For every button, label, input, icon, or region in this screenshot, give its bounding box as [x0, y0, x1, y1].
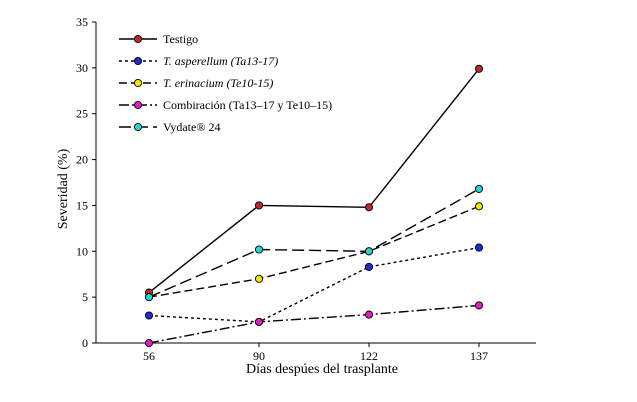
data-point	[144, 311, 154, 320]
series-lines	[148, 68, 480, 344]
data-point	[254, 317, 264, 326]
legend-marker-3	[133, 78, 143, 88]
legend-label-3: T. erinacium (Te10-15)	[163, 76, 273, 90]
legend-label-4: Combiración (Ta13–17 y Te10–15)	[163, 98, 332, 112]
data-point	[364, 310, 374, 319]
data-point	[474, 202, 484, 211]
legend: Testigo T. asperellum (Ta13-17) T. erinaci…	[119, 32, 332, 134]
x-axis-title: Días despúes del trasplante	[246, 362, 398, 377]
data-point	[474, 184, 484, 193]
x-tick-label: 56	[143, 349, 155, 363]
legend-marker-1	[133, 34, 143, 44]
y-tick-label: 20	[76, 153, 88, 167]
x-tick-label: 137	[470, 349, 488, 363]
y-tick-label: 15	[76, 198, 88, 212]
legend-label-1: Testigo	[163, 32, 198, 46]
data-point	[474, 243, 484, 252]
y-axis-title: Severidad (%)	[56, 148, 71, 229]
data-point	[254, 245, 264, 254]
legend-marker-4	[133, 100, 143, 110]
data-point	[144, 293, 154, 302]
x-tick-label: 122	[360, 349, 378, 363]
series-line-3	[148, 205, 480, 298]
data-point	[254, 274, 264, 283]
series-line-5	[148, 188, 480, 298]
y-tick-label: 0	[82, 336, 88, 350]
legend-marker-2	[133, 56, 143, 66]
y-tick-label: 30	[76, 61, 88, 75]
data-point	[144, 338, 154, 348]
data-point	[364, 262, 374, 271]
y-tick-label: 25	[76, 107, 88, 121]
y-tick-label: 35	[76, 15, 88, 29]
y-axis-ticks: 0 5 10 15 20 25 30 35	[76, 15, 96, 350]
x-axis-ticks: 56 90 122 137	[143, 343, 488, 363]
series-markers	[144, 64, 484, 348]
legend-label-2: T. asperellum (Ta13-17)	[163, 54, 278, 68]
series-line-2	[148, 246, 480, 323]
series-line-1	[148, 68, 480, 294]
data-point	[474, 64, 484, 73]
data-point	[364, 203, 374, 212]
series-line-4	[148, 304, 480, 344]
y-tick-label: 10	[76, 244, 88, 258]
y-tick-label: 5	[82, 290, 88, 304]
chart-axes	[95, 22, 536, 344]
legend-marker-5	[133, 122, 143, 132]
data-point	[254, 201, 264, 210]
data-point	[364, 247, 374, 256]
x-tick-label: 90	[253, 349, 265, 363]
data-point	[474, 301, 484, 310]
legend-label-5: Vydate® 24	[163, 120, 220, 134]
